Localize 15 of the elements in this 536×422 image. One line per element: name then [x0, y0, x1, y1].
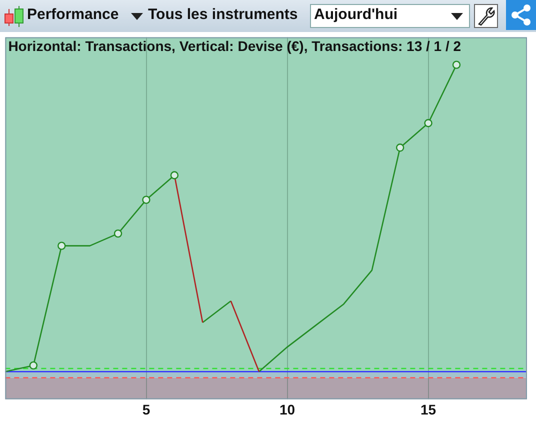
text: Tous les instruments: [148, 6, 298, 23]
text: Aujourd'hui: [314, 6, 398, 23]
x-tick-label: 10: [279, 401, 296, 418]
point: [114, 229, 122, 238]
x-tick-label: 5: [142, 401, 150, 418]
point: [170, 171, 179, 180]
point: [58, 242, 66, 250]
text: Performance: [27, 6, 119, 23]
point: [452, 60, 461, 69]
x-tick-label: 15: [420, 401, 436, 418]
point: [29, 361, 38, 370]
point: [396, 144, 404, 152]
chart-title: Horizontal: Transactions, Vertical: Devise (€), Transactions: 13 / 1 / 2: [8, 38, 462, 54]
point: [142, 196, 150, 204]
point: [424, 119, 432, 128]
